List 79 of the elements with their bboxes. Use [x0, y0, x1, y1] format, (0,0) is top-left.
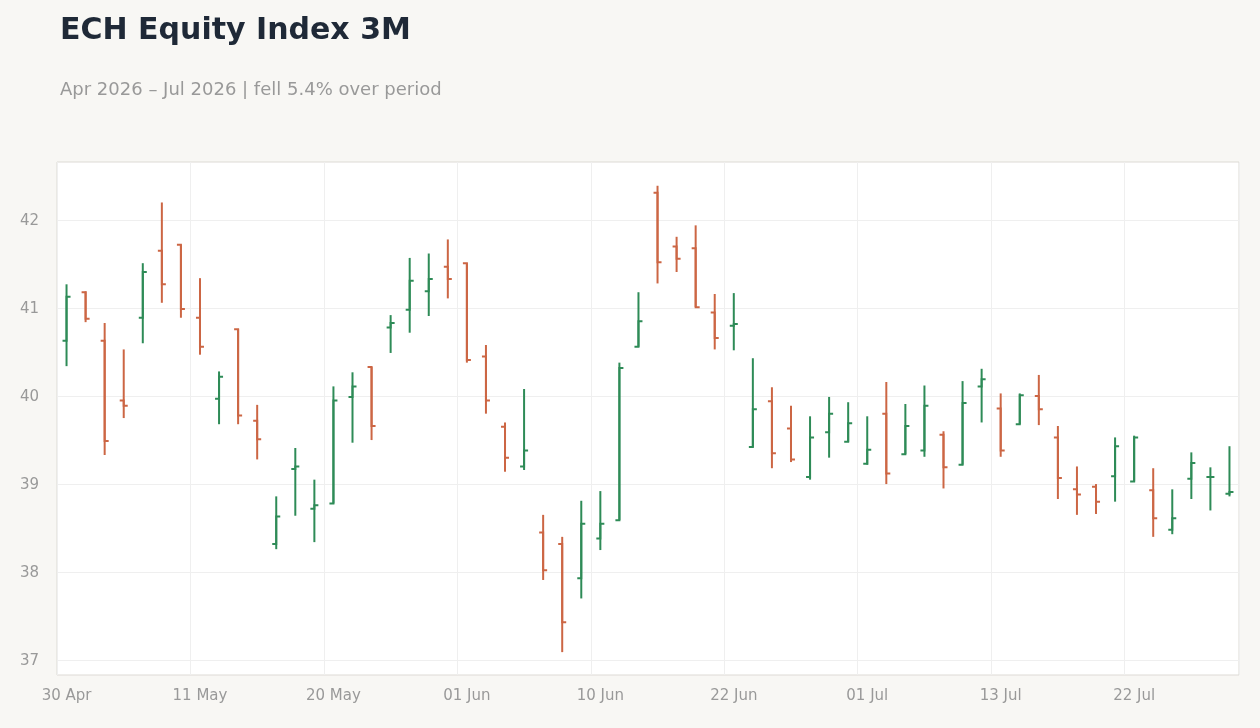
candlestick	[1110, 436, 1121, 503]
candlestick	[557, 535, 568, 654]
candlestick	[1033, 373, 1044, 427]
candlestick	[652, 184, 663, 285]
candlestick	[366, 366, 377, 442]
candlestick	[785, 404, 796, 464]
candlestick	[919, 384, 930, 458]
y-tick-label: 42	[19, 211, 39, 230]
candlestick	[309, 478, 320, 544]
candlestick	[766, 386, 777, 470]
y-tick-label: 40	[19, 387, 39, 406]
candlestick	[1052, 424, 1063, 501]
candlestick	[957, 380, 968, 466]
candlestick	[252, 403, 263, 461]
candlestick	[80, 290, 91, 324]
candlestick	[271, 495, 282, 551]
candlestick	[576, 499, 587, 600]
candlestick	[500, 421, 511, 473]
candlestick	[614, 361, 625, 522]
candlestick	[194, 277, 205, 356]
x-tick-label: 10 Jun	[576, 685, 624, 704]
candlestick	[843, 401, 854, 443]
x-tick-label: 20 May	[306, 685, 361, 704]
candlestick	[137, 262, 148, 345]
candlestick	[233, 328, 244, 426]
candlestick	[61, 283, 72, 368]
candlestick	[461, 262, 472, 364]
candlestick	[328, 385, 339, 505]
candlestick	[671, 235, 682, 273]
candlestick	[1205, 466, 1216, 512]
x-tick-label: 22 Jun	[710, 685, 758, 704]
candlestick	[995, 392, 1006, 458]
candlestick	[900, 402, 911, 456]
y-tick-label: 38	[19, 563, 39, 582]
x-tick-label: 11 May	[172, 685, 228, 704]
candlestick	[633, 291, 644, 348]
candlestick	[423, 252, 434, 317]
candlestick	[1091, 483, 1102, 515]
candlestick	[404, 256, 415, 334]
candlestick	[1167, 488, 1178, 536]
candlestick	[824, 395, 835, 459]
x-tick-label: 30 Apr	[41, 685, 93, 704]
candlestick	[595, 490, 606, 552]
candlestick	[747, 357, 758, 449]
chart-title: ECH Equity Index 3M	[60, 10, 411, 46]
candlestick	[881, 380, 892, 486]
candlestick	[347, 371, 358, 444]
candlestick	[385, 314, 396, 354]
candlestick	[709, 292, 720, 351]
y-tick-label: 39	[19, 475, 39, 494]
candlestick	[442, 238, 453, 300]
candlestick	[1224, 445, 1235, 498]
x-tick-label: 22 Jul	[1113, 685, 1156, 704]
candlestick	[862, 415, 873, 466]
chart-subtitle: Apr 2026 – Jul 2026 | fell 5.4% over period	[60, 77, 442, 99]
candlestick	[1129, 434, 1140, 483]
candlestick	[519, 388, 530, 471]
x-tick-label: 01 Jul	[846, 685, 889, 704]
candlestick	[1071, 465, 1082, 516]
candlestick	[976, 367, 987, 424]
y-tick-label: 37	[19, 651, 39, 670]
candlestick	[1014, 392, 1025, 426]
candlestick	[156, 201, 167, 304]
candlestick	[118, 348, 129, 420]
candlestick	[175, 243, 186, 319]
candlestick	[805, 415, 816, 481]
candlestick	[728, 292, 739, 352]
candlestick	[938, 430, 949, 490]
y-tick-label: 41	[19, 299, 39, 318]
candlestick	[99, 322, 110, 457]
candlestick	[480, 344, 491, 415]
candlestick	[690, 224, 701, 309]
candlestick	[290, 446, 301, 517]
candlestick	[214, 370, 225, 426]
x-tick-label: 01 Jun	[443, 685, 491, 704]
candlestick	[1186, 451, 1197, 501]
candlestick	[1148, 467, 1159, 538]
candlestick	[538, 513, 549, 581]
x-tick-label: 13 Jul	[979, 685, 1022, 704]
